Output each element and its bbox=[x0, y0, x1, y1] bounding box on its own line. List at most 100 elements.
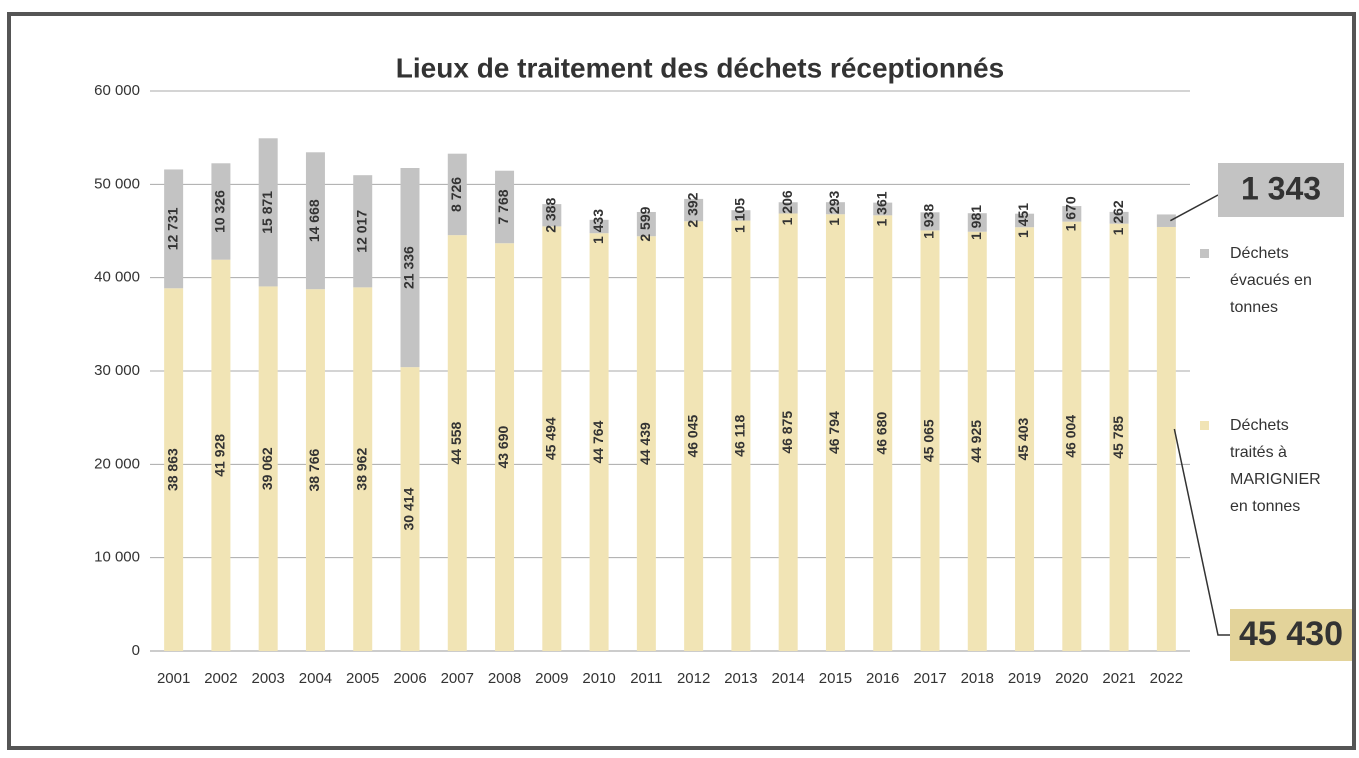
bar-segment bbox=[825, 202, 845, 215]
bar-segment bbox=[920, 230, 940, 652]
bar-segment bbox=[1109, 211, 1129, 224]
x-tick-label: 2013 bbox=[724, 670, 757, 687]
bar-segment bbox=[542, 226, 562, 651]
bar-segment bbox=[353, 175, 373, 288]
value-label: 7 768 bbox=[495, 189, 511, 224]
x-tick-label: 2015 bbox=[819, 670, 852, 687]
value-label: 2 599 bbox=[637, 206, 653, 241]
callout-label: 45 430 bbox=[1239, 615, 1343, 653]
bar-segment bbox=[873, 215, 893, 651]
legend-swatch bbox=[1200, 421, 1209, 430]
bar-segment bbox=[495, 170, 515, 244]
bar-segment bbox=[1015, 227, 1035, 652]
x-tick-label: 2019 bbox=[1008, 670, 1041, 687]
x-tick-label: 2003 bbox=[251, 670, 284, 687]
x-tick-label: 2012 bbox=[677, 670, 710, 687]
value-label: 8 726 bbox=[448, 177, 464, 212]
value-label: 14 668 bbox=[306, 199, 322, 242]
legend-entry: Déchets évacués en tonnes bbox=[1230, 245, 1312, 316]
callout-line bbox=[1173, 428, 1230, 636]
value-label: 21 336 bbox=[401, 246, 417, 289]
value-label: 46 118 bbox=[732, 415, 748, 457]
bar-segment bbox=[211, 259, 231, 651]
bar-segment bbox=[589, 233, 609, 651]
chart-title: Lieux de traitement des déchets réceptio… bbox=[396, 52, 1004, 83]
value-label: 1 361 bbox=[873, 191, 889, 226]
value-label: 1 451 bbox=[1015, 203, 1031, 238]
bar-segment bbox=[542, 204, 562, 227]
legend-entry: Déchets traités à MARIGNIER en tonnes bbox=[1230, 417, 1321, 515]
value-label: 46 004 bbox=[1063, 415, 1079, 458]
bar-segment bbox=[684, 198, 704, 222]
bar-segment bbox=[684, 221, 704, 651]
value-label: 44 764 bbox=[590, 420, 606, 463]
bar-segment bbox=[305, 152, 325, 290]
x-tick-label: 2002 bbox=[204, 670, 237, 687]
callout-box bbox=[1230, 609, 1352, 661]
bar-segment bbox=[825, 214, 845, 652]
x-tick-label: 2021 bbox=[1102, 670, 1135, 687]
bar-segment bbox=[211, 163, 231, 260]
y-tick-label: 30 000 bbox=[94, 362, 140, 379]
x-tick-label: 2014 bbox=[771, 670, 804, 687]
y-tick-label: 50 000 bbox=[94, 175, 140, 192]
y-tick-label: 0 bbox=[132, 642, 140, 659]
value-label: 45 403 bbox=[1015, 417, 1031, 460]
x-tick-label: 2011 bbox=[630, 670, 662, 687]
x-tick-label: 2018 bbox=[961, 670, 994, 687]
value-label: 10 326 bbox=[212, 190, 228, 233]
bar-segment bbox=[636, 236, 656, 651]
x-tick-label: 2008 bbox=[488, 670, 521, 687]
value-label: 46 045 bbox=[684, 415, 700, 458]
bar-segment bbox=[731, 220, 751, 651]
value-label: 44 558 bbox=[448, 421, 464, 464]
legend-swatch bbox=[1200, 249, 1209, 258]
bar-segment bbox=[400, 168, 420, 368]
bar-segment bbox=[447, 235, 467, 651]
bar-segment bbox=[967, 231, 987, 651]
bar-segment bbox=[636, 211, 656, 237]
x-tick-label: 2017 bbox=[913, 670, 946, 687]
x-tick-label: 2001 bbox=[157, 670, 190, 687]
bar-segment bbox=[164, 169, 184, 289]
value-label: 38 962 bbox=[353, 448, 369, 491]
bar-segment bbox=[258, 286, 278, 651]
value-label: 1 262 bbox=[1110, 200, 1126, 235]
bar-segment bbox=[873, 202, 893, 216]
value-label: 45 785 bbox=[1110, 416, 1126, 459]
x-tick-label: 2004 bbox=[299, 670, 332, 687]
x-tick-label: 2020 bbox=[1055, 670, 1088, 687]
bar-segment bbox=[1156, 226, 1176, 651]
y-tick-label: 10 000 bbox=[94, 549, 140, 566]
value-label: 38 766 bbox=[306, 448, 322, 491]
bar-segment bbox=[1015, 213, 1035, 228]
value-label: 15 871 bbox=[259, 191, 275, 234]
bar-segment bbox=[1062, 206, 1082, 222]
bar-segment bbox=[305, 289, 325, 651]
value-label: 46 680 bbox=[873, 412, 889, 455]
bar-segment bbox=[495, 243, 515, 651]
y-tick-label: 20 000 bbox=[94, 455, 140, 472]
value-label: 41 928 bbox=[212, 434, 228, 477]
value-label: 2 388 bbox=[543, 198, 559, 233]
frame bbox=[7, 12, 1356, 750]
bar-segment bbox=[447, 153, 467, 236]
value-label: 38 863 bbox=[164, 448, 180, 491]
bar-segment bbox=[731, 210, 751, 221]
bar-segment bbox=[778, 202, 798, 214]
value-label: 39 062 bbox=[259, 447, 275, 490]
bar-segment bbox=[353, 287, 373, 651]
value-label: 46 875 bbox=[779, 411, 795, 454]
bar-segment bbox=[1062, 221, 1082, 651]
bar-segment bbox=[164, 288, 184, 651]
x-tick-label: 2007 bbox=[441, 670, 474, 687]
bar-segment bbox=[1109, 223, 1129, 651]
bar-segment bbox=[778, 213, 798, 651]
value-label: 1 293 bbox=[826, 190, 842, 225]
bar-segment bbox=[589, 219, 609, 234]
bar-segment bbox=[1156, 214, 1176, 227]
value-label: 1 105 bbox=[732, 198, 748, 233]
y-tick-label: 40 000 bbox=[94, 269, 140, 286]
value-label: 1 981 bbox=[968, 205, 984, 240]
